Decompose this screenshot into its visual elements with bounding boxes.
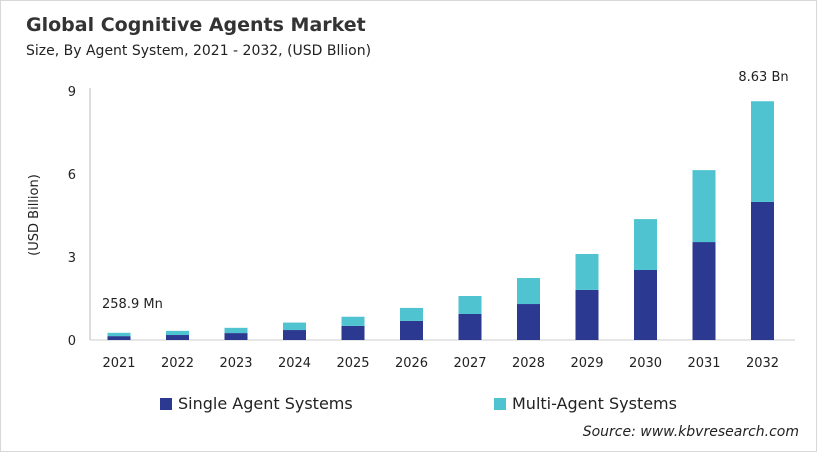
bar-single-2031: [692, 242, 716, 340]
y-tick-label: 3: [68, 251, 76, 266]
y-tick-label: 9: [68, 85, 76, 100]
x-tick-label: 2024: [278, 356, 311, 371]
bar-multi-2024: [283, 322, 306, 331]
bar-multi-2025: [341, 316, 365, 326]
data-label-2032: 8.63 Bn: [738, 70, 788, 85]
legend-swatch-single: [160, 397, 172, 410]
bar-multi-2028: [517, 278, 540, 305]
bar-single-2028: [517, 304, 540, 340]
bar-single-2032: [751, 201, 774, 340]
x-tick-label: 2029: [570, 356, 603, 371]
x-tick-label: 2030: [629, 356, 662, 371]
source-note: Source: www.kbvresearch.com: [582, 424, 799, 440]
bar-single-2024: [283, 330, 306, 340]
y-tick-label: 6: [68, 168, 76, 183]
bar-multi-2029: [575, 253, 599, 290]
chart-title: Global Cognitive Agents Market: [26, 14, 366, 36]
x-tick-label: 2028: [512, 356, 545, 371]
chart-subtitle: Size, By Agent System, 2021 - 2032, (USD…: [26, 43, 372, 59]
bar-single-2025: [341, 325, 365, 340]
x-tick-label: 2025: [336, 356, 369, 371]
bar-multi-2030: [634, 219, 657, 271]
bar-multi-2021: [107, 332, 131, 337]
bar-multi-2027: [458, 296, 482, 314]
bar-single-2023: [224, 333, 248, 340]
x-tick-label: 2032: [746, 356, 779, 371]
bar-multi-2031: [692, 170, 716, 243]
bar-single-2027: [458, 313, 482, 340]
bar-multi-2023: [224, 327, 248, 334]
y-axis-title: (USD Billion): [27, 174, 42, 256]
x-tick-label: 2022: [161, 356, 194, 371]
bar-single-2022: [166, 335, 189, 340]
legend-item-single: Single Agent Systems: [160, 394, 353, 413]
bar-multi-2022: [166, 330, 189, 336]
x-tick-label: 2021: [102, 356, 135, 371]
x-tick-label: 2026: [395, 356, 428, 371]
x-tick-label: 2023: [219, 356, 252, 371]
legend-label-single: Single Agent Systems: [178, 394, 353, 413]
bar-single-2026: [400, 320, 423, 340]
bar-single-2029: [575, 289, 599, 340]
legend-item-multi: Multi-Agent Systems: [494, 394, 677, 413]
legend-swatch-multi: [494, 397, 506, 410]
bar-single-2030: [634, 270, 657, 340]
y-tick-label: 0: [68, 334, 76, 349]
bar-multi-2032: [751, 101, 774, 202]
data-label-2021: 258.9 Mn: [102, 297, 163, 312]
x-tick-label: 2031: [687, 356, 720, 371]
x-tick-label: 2027: [453, 356, 486, 371]
legend-label-multi: Multi-Agent Systems: [512, 394, 677, 413]
bar-single-2021: [107, 336, 131, 340]
bar-multi-2026: [400, 307, 423, 321]
